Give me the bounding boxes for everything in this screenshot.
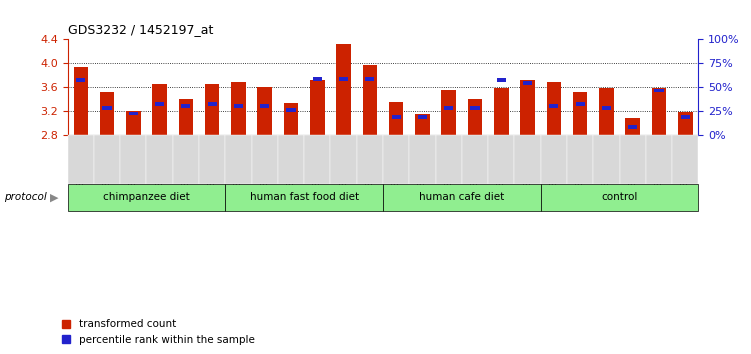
Bar [155, 102, 164, 106]
Bar [181, 104, 191, 108]
Bar [152, 84, 167, 135]
Text: control: control [602, 192, 638, 202]
Bar [284, 103, 298, 135]
Text: chimpanzee diet: chimpanzee diet [103, 192, 190, 202]
Bar [652, 88, 666, 135]
Bar [549, 104, 559, 108]
Bar [310, 80, 324, 135]
Bar [468, 99, 482, 135]
Bar [336, 44, 351, 135]
Bar [286, 108, 296, 112]
Text: human cafe diet: human cafe diet [419, 192, 505, 202]
Bar [339, 77, 348, 81]
Bar [599, 88, 614, 135]
Text: GDS3232 / 1452197_at: GDS3232 / 1452197_at [68, 23, 213, 36]
Bar [602, 106, 611, 110]
Bar [312, 77, 322, 81]
Bar [680, 115, 690, 119]
Bar [179, 99, 193, 135]
Bar [626, 118, 640, 135]
Bar [494, 88, 508, 135]
Bar [418, 115, 427, 119]
Bar [102, 106, 112, 110]
Bar [654, 88, 664, 92]
Bar [207, 102, 217, 106]
Bar [389, 102, 403, 135]
Bar [628, 125, 638, 129]
Bar [444, 106, 454, 110]
Bar [234, 104, 243, 108]
Text: protocol: protocol [4, 192, 47, 202]
Bar [365, 77, 375, 81]
Bar [573, 92, 587, 135]
Bar [76, 78, 86, 82]
Text: human fast food diet: human fast food diet [249, 192, 359, 202]
Bar [547, 82, 561, 135]
Bar [205, 84, 219, 135]
Bar [415, 114, 430, 135]
Bar [470, 106, 480, 110]
Bar [260, 104, 270, 108]
Text: ▶: ▶ [50, 192, 59, 202]
Bar [678, 113, 692, 135]
Legend: transformed count, percentile rank within the sample: transformed count, percentile rank withi… [58, 315, 258, 349]
Bar [575, 102, 585, 106]
Bar [231, 82, 246, 135]
Bar [128, 112, 138, 115]
Bar [520, 80, 535, 135]
Bar [496, 78, 506, 82]
Bar [391, 115, 401, 119]
Bar [126, 110, 140, 135]
Bar [74, 67, 88, 135]
Bar [442, 90, 456, 135]
Bar [523, 81, 532, 85]
Bar [363, 65, 377, 135]
Bar [258, 87, 272, 135]
Bar [100, 92, 114, 135]
